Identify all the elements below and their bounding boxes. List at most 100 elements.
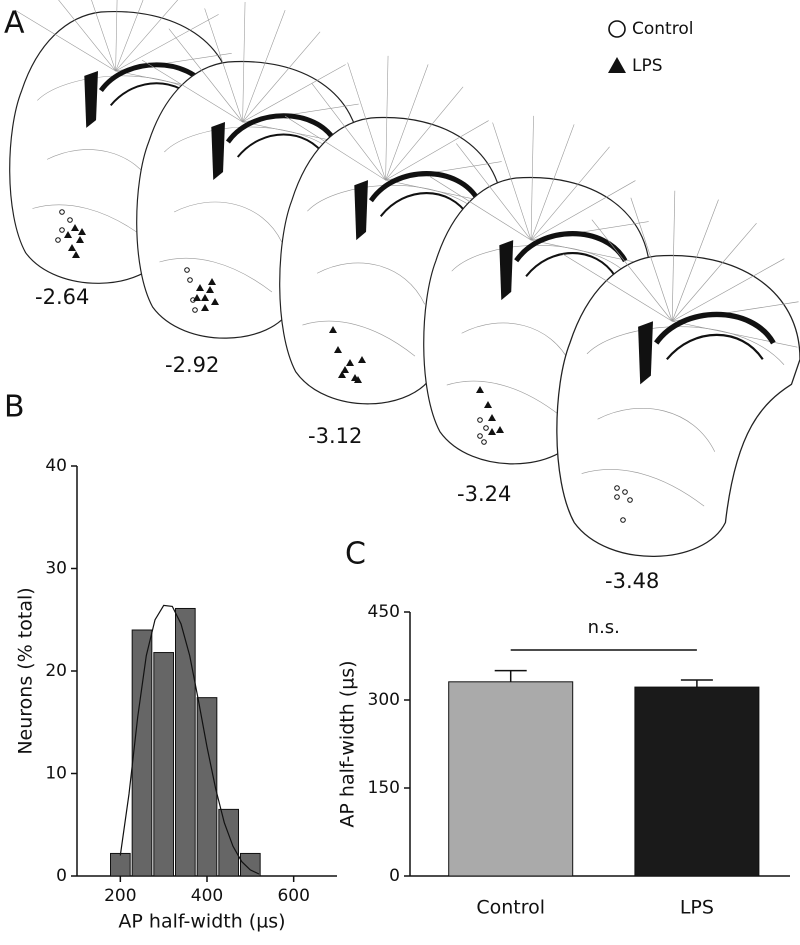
fit-curve bbox=[119, 604, 260, 875]
atlas-line bbox=[168, 28, 243, 123]
lps-neuron bbox=[72, 251, 80, 258]
control-neuron bbox=[187, 277, 193, 283]
ventricle bbox=[211, 122, 225, 180]
y-axis-label: AP half-width (µs) bbox=[337, 660, 359, 827]
lps-neuron bbox=[78, 228, 86, 235]
y-tick-label: 0 bbox=[389, 866, 400, 886]
section-label: -3.48 bbox=[605, 569, 659, 593]
hippocampus bbox=[368, 171, 481, 203]
hippocampus bbox=[379, 192, 470, 217]
control-neuron bbox=[184, 267, 190, 273]
section-label: -3.24 bbox=[457, 482, 511, 506]
ventricle bbox=[638, 321, 653, 385]
control-neuron bbox=[59, 227, 65, 233]
y-tick-label: 450 bbox=[368, 602, 400, 622]
atlas-line bbox=[428, 175, 532, 241]
lps-neuron bbox=[64, 231, 72, 238]
atlas-line bbox=[492, 122, 532, 241]
lps-neuron bbox=[201, 304, 209, 311]
control-neuron bbox=[59, 209, 65, 215]
lps-neuron bbox=[71, 224, 79, 231]
control-neuron bbox=[481, 439, 487, 445]
atlas-line bbox=[671, 222, 757, 322]
control-neuron bbox=[620, 517, 626, 523]
histogram-bar bbox=[110, 852, 131, 877]
control-neuron bbox=[192, 307, 198, 313]
atlas-line bbox=[242, 64, 346, 123]
atlas-line bbox=[242, 2, 246, 123]
lps-neuron bbox=[193, 294, 201, 301]
atlas-line bbox=[204, 8, 243, 123]
lps-neuron bbox=[488, 428, 496, 435]
histogram-bar bbox=[175, 607, 196, 877]
atlas-line bbox=[311, 83, 386, 181]
brain-section bbox=[136, 2, 361, 339]
x-tick-label: Control bbox=[476, 897, 545, 919]
section-label: -3.12 bbox=[308, 424, 362, 448]
atlas-line bbox=[58, 0, 116, 72]
atlas-panel: -2.64 -2.92 -3.12 -3.24 -3.48 bbox=[9, 0, 800, 593]
x-tick-label: 600 bbox=[277, 886, 309, 906]
control-neuron bbox=[622, 489, 628, 495]
atlas-line bbox=[115, 0, 118, 71]
control-neuron bbox=[614, 494, 620, 500]
atlas-line bbox=[671, 199, 719, 322]
histogram-bar bbox=[240, 852, 261, 877]
atlas-line bbox=[672, 320, 798, 348]
atlas-line bbox=[630, 197, 673, 322]
y-tick-label: 0 bbox=[56, 866, 67, 886]
lps-neuron bbox=[68, 244, 76, 251]
hippocampus bbox=[666, 333, 764, 361]
hippocampus bbox=[514, 231, 628, 263]
atlas-line bbox=[141, 59, 243, 123]
atlas-line bbox=[530, 124, 575, 241]
atlas-line bbox=[530, 180, 636, 241]
control-neuron bbox=[477, 433, 483, 439]
atlas-line bbox=[91, 0, 116, 72]
atlas-line bbox=[456, 143, 532, 241]
brain-section bbox=[556, 190, 800, 557]
atlas-line bbox=[385, 64, 429, 181]
x-tick-label: 200 bbox=[104, 886, 136, 906]
atlas-line bbox=[530, 239, 648, 266]
ventricle bbox=[499, 240, 514, 301]
histogram-bar bbox=[131, 629, 153, 877]
lps-neuron bbox=[496, 426, 504, 433]
lps-neuron bbox=[201, 294, 209, 301]
annotation: n.s. bbox=[588, 617, 620, 638]
lps-neuron bbox=[488, 414, 496, 421]
control-neuron bbox=[477, 417, 483, 423]
lps-neuron bbox=[338, 371, 346, 378]
lps-neuron bbox=[476, 386, 484, 393]
control-neuron bbox=[614, 485, 620, 491]
legend-symbol bbox=[608, 20, 626, 38]
atlas-line bbox=[591, 219, 673, 322]
x-axis-label: AP half-width (µs) bbox=[118, 911, 285, 933]
atlas-line bbox=[242, 10, 286, 123]
atlas-line bbox=[581, 326, 785, 507]
atlas-line bbox=[530, 146, 610, 241]
section-label: -2.92 bbox=[165, 353, 219, 377]
lps-neuron bbox=[206, 286, 214, 293]
atlas-line bbox=[385, 120, 489, 181]
histogram-bar bbox=[196, 697, 218, 877]
control-neuron bbox=[483, 425, 489, 431]
x-tick-label: LPS bbox=[680, 897, 714, 919]
section-label: -2.64 bbox=[35, 285, 89, 309]
bar bbox=[448, 681, 574, 877]
y-tick-label: 300 bbox=[368, 690, 400, 710]
panel-label: A bbox=[4, 6, 25, 41]
control-neuron bbox=[627, 497, 633, 503]
y-axis-label: Neurons (% total) bbox=[15, 587, 37, 754]
atlas-line bbox=[242, 31, 321, 123]
hippocampus bbox=[525, 252, 617, 277]
legend-text: Control bbox=[632, 19, 693, 39]
lps-neuron bbox=[354, 376, 362, 383]
atlas-line bbox=[385, 55, 389, 181]
atlas-line bbox=[115, 14, 219, 72]
atlas-line bbox=[14, 9, 116, 72]
legend-symbol bbox=[608, 57, 626, 73]
legend-text: LPS bbox=[632, 56, 663, 76]
histogram-bar bbox=[153, 652, 174, 877]
